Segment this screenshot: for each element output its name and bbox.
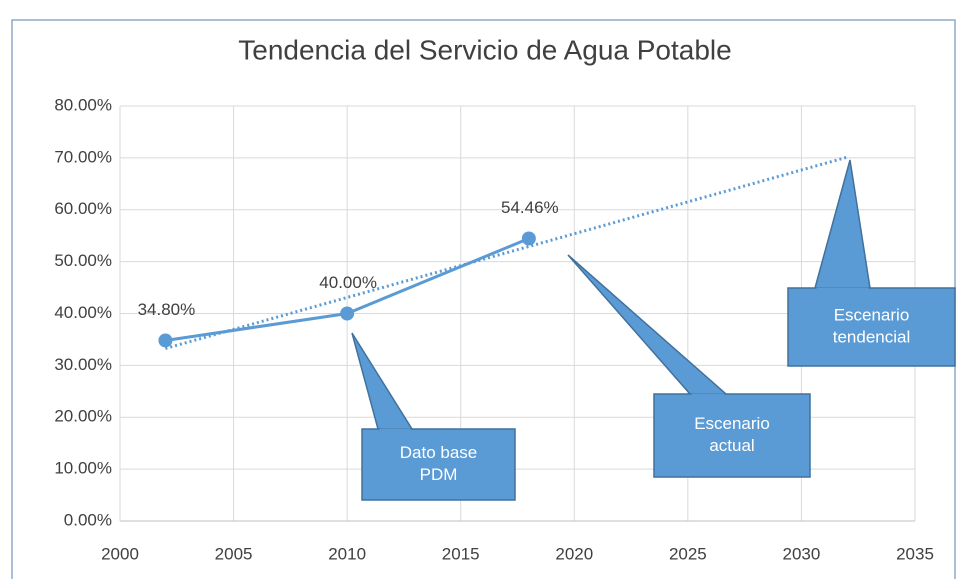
data-point	[340, 306, 355, 321]
x-tick-label: 2035	[896, 544, 934, 563]
data-point	[521, 231, 536, 246]
callout-box	[361, 428, 516, 501]
y-tick-label: 50.00%	[54, 251, 112, 270]
callout-box	[787, 287, 956, 367]
x-tick-label: 2005	[215, 544, 253, 563]
callout-text: tendencial	[833, 327, 911, 346]
callout-text: PDM	[420, 465, 458, 484]
callout-joint	[816, 287, 869, 290]
y-tick-label: 10.00%	[54, 459, 112, 478]
y-tick-label: 60.00%	[54, 199, 112, 218]
y-tick-label: 40.00%	[54, 303, 112, 322]
x-tick-label: 2010	[328, 544, 366, 563]
data-label: 40.00%	[319, 273, 377, 292]
callout: Dato base PDM	[351, 332, 516, 501]
callout-joint	[691, 393, 725, 396]
y-tick-label: 70.00%	[54, 147, 112, 166]
callout-text: Dato base	[400, 443, 478, 462]
x-tick-label: 2020	[555, 544, 593, 563]
callout: Escenario tendencial	[787, 159, 956, 367]
callout: Escenario actual	[567, 254, 811, 478]
chart-title: Tendencia del Servicio de Agua Potable	[238, 34, 731, 65]
x-tick-label: 2015	[442, 544, 480, 563]
callout-box	[653, 393, 811, 478]
data-label: 34.80%	[138, 300, 196, 319]
callout-text: Escenario	[834, 305, 910, 324]
x-tick-label: 2030	[783, 544, 821, 563]
y-tick-label: 20.00%	[54, 407, 112, 426]
y-tick-label: 0.00%	[64, 510, 112, 529]
x-tick-label: 2025	[669, 544, 707, 563]
callout-joint	[379, 428, 411, 431]
y-tick-label: 80.00%	[54, 95, 112, 114]
y-tick-label: 30.00%	[54, 355, 112, 374]
callout-text: Escenario	[694, 414, 770, 433]
data-label: 54.46%	[501, 198, 559, 217]
data-point	[158, 333, 173, 348]
callout-text: actual	[709, 436, 754, 455]
x-tick-label: 2000	[101, 544, 139, 563]
